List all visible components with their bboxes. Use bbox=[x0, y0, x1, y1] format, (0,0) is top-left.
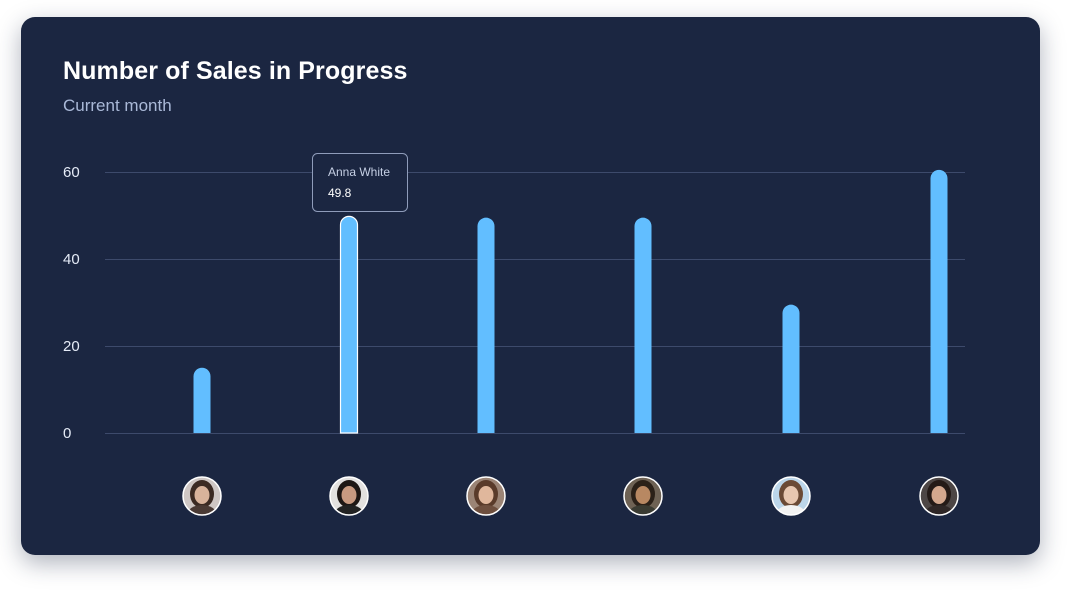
person-4-avatar[interactable] bbox=[624, 477, 662, 525]
bar-1[interactable] bbox=[193, 367, 211, 433]
person-4-avatar-ring bbox=[623, 476, 663, 516]
y-tick-label-20: 20 bbox=[63, 338, 80, 355]
person-3-avatar-ring bbox=[466, 476, 506, 516]
person-1-avatar[interactable] bbox=[183, 477, 221, 525]
y-tick-label-40: 40 bbox=[63, 251, 80, 268]
y-tick-label-0: 0 bbox=[63, 425, 71, 442]
tooltip-box bbox=[312, 153, 408, 212]
tooltip-name: Anna White bbox=[328, 165, 390, 179]
chart-subtitle: Current month bbox=[63, 96, 172, 115]
person-6-avatar-ring bbox=[919, 476, 959, 516]
person-3-avatar[interactable] bbox=[467, 477, 505, 525]
bar-5[interactable] bbox=[782, 304, 800, 433]
y-axis-ticks: 0 20 40 60 bbox=[63, 164, 80, 442]
person-5-avatar-ring bbox=[771, 476, 811, 516]
person-6-avatar[interactable] bbox=[920, 477, 958, 525]
tooltip-value: 49.8 bbox=[328, 186, 352, 200]
person-1-avatar-ring bbox=[182, 476, 222, 516]
grid-lines bbox=[105, 172, 965, 434]
chart-title: Number of Sales in Progress bbox=[63, 57, 408, 85]
bar-chart: 0 20 40 60 Anna White 49.8 bbox=[63, 153, 965, 525]
bar-2[interactable] bbox=[339, 215, 359, 434]
bar-3[interactable] bbox=[477, 217, 495, 433]
person-5-avatar[interactable] bbox=[772, 477, 810, 525]
bar-4[interactable] bbox=[634, 217, 652, 433]
bar-6[interactable] bbox=[930, 169, 948, 433]
person-2-avatar-ring bbox=[329, 476, 369, 516]
tooltip: Anna White 49.8 bbox=[312, 153, 408, 212]
bars bbox=[193, 169, 948, 434]
y-tick-label-60: 60 bbox=[63, 164, 80, 181]
person-2-avatar[interactable] bbox=[330, 477, 368, 525]
sales-chart-card: Number of Sales in Progress Current mont… bbox=[21, 17, 1040, 555]
avatars bbox=[182, 476, 959, 525]
